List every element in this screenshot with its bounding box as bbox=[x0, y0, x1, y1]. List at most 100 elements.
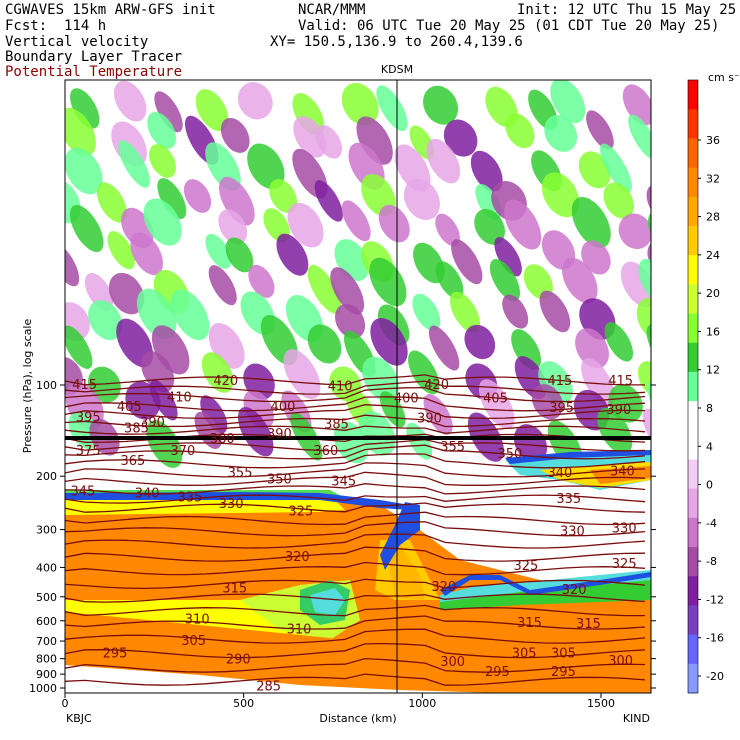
wave-blob bbox=[550, 80, 586, 124]
theta-label: 330 bbox=[612, 522, 637, 537]
theta-label: 320 bbox=[285, 550, 310, 565]
theta-label: 315 bbox=[517, 616, 542, 631]
wave-blob bbox=[247, 143, 285, 190]
wave-blob bbox=[157, 178, 187, 219]
potential-temperature-contours bbox=[65, 374, 646, 686]
theta-label: 305 bbox=[551, 647, 576, 662]
wave-blob bbox=[636, 297, 651, 342]
colorbar-tick-label: 8 bbox=[706, 402, 713, 415]
wave-blob bbox=[575, 328, 609, 369]
wave-blob bbox=[449, 291, 480, 333]
wave-blob bbox=[370, 317, 408, 366]
wave-blob bbox=[65, 325, 93, 369]
wave-blob bbox=[571, 197, 611, 248]
wave-blob bbox=[70, 88, 100, 129]
header-org: NCAR/MMM bbox=[298, 2, 366, 18]
wave-blob bbox=[378, 204, 410, 243]
colorbar-tick-label: 24 bbox=[706, 249, 720, 262]
theta-contour-line bbox=[65, 453, 646, 469]
wave-blob bbox=[218, 176, 255, 226]
colorbar-swatch bbox=[688, 605, 698, 636]
theta-label: 340 bbox=[610, 465, 635, 480]
theta-label: 325 bbox=[514, 559, 539, 574]
wave-blob bbox=[544, 115, 578, 152]
wave-blob bbox=[205, 233, 232, 269]
wave-blob bbox=[504, 199, 542, 250]
wave-blob bbox=[475, 183, 502, 221]
wave-blob bbox=[539, 290, 571, 333]
y-tick-label: 500 bbox=[36, 591, 57, 604]
wave-blob bbox=[218, 209, 248, 245]
theta-label: 370 bbox=[171, 444, 196, 459]
colorbar-tick-label: 20 bbox=[706, 287, 720, 300]
wave-blob bbox=[513, 424, 548, 463]
colorbar-tick-label: 0 bbox=[706, 479, 713, 492]
wave-blob bbox=[489, 259, 521, 302]
colorbar-swatch bbox=[688, 167, 698, 198]
theta-label: 405 bbox=[117, 400, 142, 415]
colorbar-tick-label: 36 bbox=[706, 134, 720, 147]
wave-blob bbox=[293, 116, 327, 158]
y-tick-label: 1000 bbox=[29, 682, 57, 695]
theta-label: 395 bbox=[549, 401, 574, 416]
theta-label: 405 bbox=[483, 392, 508, 407]
wave-blob bbox=[88, 300, 123, 341]
theta-label: 315 bbox=[222, 582, 247, 597]
theta-label: 350 bbox=[497, 447, 522, 462]
wave-blob bbox=[237, 407, 274, 457]
theta-label: 320 bbox=[562, 583, 587, 598]
theta-label: 415 bbox=[72, 378, 97, 393]
header-field-potential-temperature: Potential Temperature bbox=[5, 64, 183, 80]
cyan-patch-low bbox=[310, 588, 345, 615]
wave-blob bbox=[315, 125, 343, 159]
wave-blob bbox=[307, 324, 342, 364]
wave-blob bbox=[523, 264, 553, 300]
wave-blob bbox=[65, 107, 96, 157]
theta-label: 340 bbox=[135, 486, 160, 501]
colorbar-swatch bbox=[688, 80, 698, 110]
theta-contour-line bbox=[65, 438, 646, 452]
theta-label: 400 bbox=[271, 400, 296, 415]
theta-label: 300 bbox=[608, 654, 633, 669]
wave-blob bbox=[314, 180, 343, 222]
wave-blob bbox=[618, 213, 651, 250]
theta-label: 355 bbox=[440, 440, 465, 455]
theta-contour-line bbox=[65, 657, 646, 673]
colorbar-swatch bbox=[688, 430, 698, 460]
theta-label: 300 bbox=[440, 655, 465, 670]
wave-blob bbox=[65, 242, 80, 287]
theta-label: 385 bbox=[124, 421, 149, 436]
wave-blob bbox=[143, 198, 182, 246]
wave-blob bbox=[130, 232, 164, 276]
wave-blob bbox=[220, 117, 250, 153]
theta-contour-line bbox=[65, 593, 646, 603]
theta-label: 380 bbox=[210, 432, 235, 447]
theta-contour-line bbox=[65, 462, 646, 478]
colorbar-tick-label: 32 bbox=[706, 172, 720, 185]
theta-label: 360 bbox=[313, 444, 338, 459]
wave-blob bbox=[478, 379, 515, 430]
x-axis-title: Distance (km) bbox=[319, 712, 396, 725]
wave-blob bbox=[426, 138, 461, 184]
colorbar-swatch bbox=[688, 313, 698, 344]
wave-blob bbox=[87, 366, 121, 403]
theta-label: 310 bbox=[287, 622, 312, 637]
theta-label: 350 bbox=[267, 472, 292, 487]
wave-blob bbox=[201, 352, 234, 393]
colorbar-swatch bbox=[688, 342, 698, 373]
theta-label: 330 bbox=[560, 525, 585, 540]
colorbar-tick-label: -4 bbox=[706, 517, 717, 530]
colorbar-swatch bbox=[688, 109, 698, 139]
colorbar-tick-label: -20 bbox=[706, 670, 724, 683]
wave-blob bbox=[581, 240, 611, 275]
blue-tracer-top bbox=[65, 492, 410, 510]
y-tick-label: 600 bbox=[36, 615, 57, 628]
colorbar-swatch bbox=[688, 488, 698, 519]
wave-blob bbox=[435, 261, 464, 299]
theta-label: 400 bbox=[394, 392, 419, 407]
colorbar-swatch bbox=[688, 547, 698, 577]
theta-label: 420 bbox=[424, 378, 449, 393]
theta-label: 410 bbox=[328, 379, 353, 394]
